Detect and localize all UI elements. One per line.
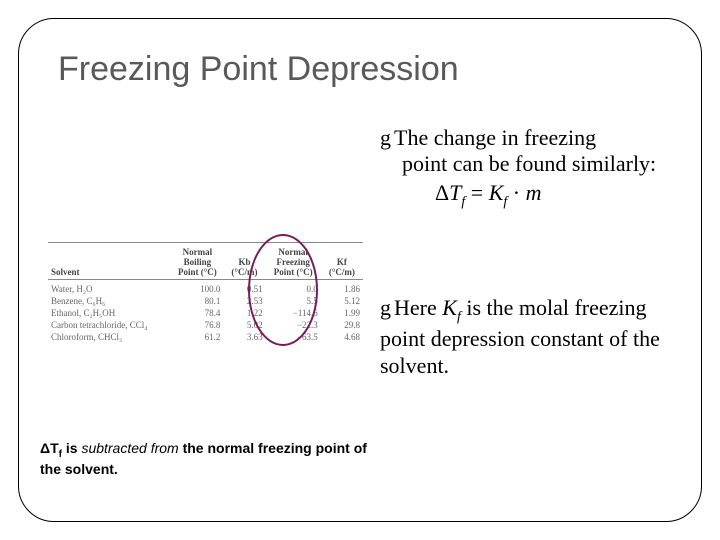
table-cell: 0.0 xyxy=(266,280,321,296)
table-cell: 5.5 xyxy=(266,295,321,307)
table-cell: 100.0 xyxy=(171,280,223,296)
table-cell: 1.99 xyxy=(321,307,363,319)
table-header: Solvent xyxy=(48,245,171,280)
bullet-1-head: The change in freezing xyxy=(394,125,596,150)
table-cell: 76.8 xyxy=(171,319,223,331)
bullet-1-lead: g xyxy=(380,125,391,150)
bullet-2: gHere Kf is the molal freezing point dep… xyxy=(380,295,680,379)
table-row: Carbon tetrachloride, CCl₄76.85.02−22.32… xyxy=(48,319,363,331)
table-cell: −22.3 xyxy=(266,319,321,331)
table-cell: Chloroform, CHCl₃ xyxy=(48,331,171,343)
solvent-table: Solvent Normal Boiling Point (°C) Kb (°C… xyxy=(48,245,363,343)
footnote-ital: subtracted from xyxy=(81,440,178,456)
formula-dot: · xyxy=(507,180,525,205)
footnote-mid: is xyxy=(62,440,81,456)
formula-T: T xyxy=(449,180,461,205)
table-cell: Benzene, C₆H₆ xyxy=(48,295,171,307)
table-row: Chloroform, CHCl₃61.23.63−63.54.68 xyxy=(48,331,363,343)
table-cell: 80.1 xyxy=(171,295,223,307)
table-cell: −63.5 xyxy=(266,331,321,343)
table-header-row: Solvent Normal Boiling Point (°C) Kb (°C… xyxy=(48,245,363,280)
table-cell: 5.02 xyxy=(223,319,265,331)
footnote: ΔTf is subtracted from the normal freezi… xyxy=(40,440,370,479)
bullet-1-rest: point can be found similarly: xyxy=(402,151,680,177)
formula-delta: Δ xyxy=(435,180,449,205)
table-cell: 4.68 xyxy=(321,331,363,343)
slide-title: Freezing Point Depression xyxy=(58,50,459,89)
table-cell: Carbon tetrachloride, CCl₄ xyxy=(48,319,171,331)
formula: ΔTf = Kf · m xyxy=(435,180,680,211)
table-cell: −114.6 xyxy=(266,307,321,319)
table-cell: 78.4 xyxy=(171,307,223,319)
table-cell: 2.53 xyxy=(223,295,265,307)
table-cell: 0.51 xyxy=(223,280,265,296)
formula-eq: = xyxy=(465,180,488,205)
solvent-table-region: Solvent Normal Boiling Point (°C) Kb (°C… xyxy=(48,242,363,343)
formula-m: m xyxy=(526,180,542,205)
table-cell: 61.2 xyxy=(171,331,223,343)
bullet-2-head: Here xyxy=(394,295,442,320)
table-cell: 3.63 xyxy=(223,331,265,343)
footnote-T: T xyxy=(50,440,59,456)
table-cell: 1.22 xyxy=(223,307,265,319)
formula-K: K xyxy=(489,180,504,205)
table-row: Benzene, C₆H₆80.12.535.55.12 xyxy=(48,295,363,307)
table-header: Normal Boiling Point (°C) xyxy=(171,245,223,280)
table-header: Kf (°C/m) xyxy=(321,245,363,280)
bullet-2-K: K xyxy=(442,295,457,320)
table-cell: 1.86 xyxy=(321,280,363,296)
table-cell: 29.8 xyxy=(321,319,363,331)
table-cell: Water, H₂O xyxy=(48,280,171,296)
table-row: Ethanol, C₂H₅OH78.41.22−114.61.99 xyxy=(48,307,363,319)
table-row: Water, H₂O100.00.510.01.86 xyxy=(48,280,363,296)
table-header: Kb (°C/m) xyxy=(223,245,265,280)
bullet-1: gThe change in freezing point can be fou… xyxy=(380,125,680,211)
footnote-delta: Δ xyxy=(40,440,50,456)
table-header: Normal Freezing Point (°C) xyxy=(266,245,321,280)
table-cell: Ethanol, C₂H₅OH xyxy=(48,307,171,319)
bullet-2-lead: g xyxy=(380,295,391,320)
table-cell: 5.12 xyxy=(321,295,363,307)
